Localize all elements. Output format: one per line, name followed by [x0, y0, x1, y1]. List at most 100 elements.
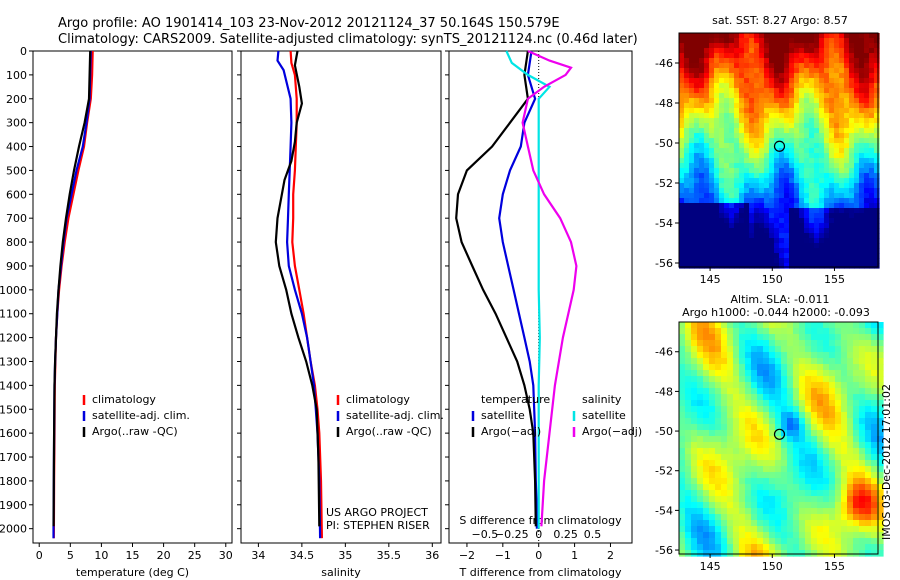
map-cell: [729, 133, 735, 139]
map-cell: [757, 406, 764, 413]
map-cell: [679, 436, 686, 443]
map-cell: [804, 243, 810, 249]
map-cell: [799, 153, 805, 159]
map-cell: [775, 334, 782, 341]
map-cell: [734, 83, 740, 89]
map-cell: [779, 248, 785, 254]
map-cell: [775, 412, 782, 419]
map-cell: [679, 88, 685, 94]
map-cell: [869, 128, 875, 134]
map-cell: [829, 113, 835, 119]
map-cell: [691, 532, 698, 539]
map-cell: [864, 98, 870, 104]
map-cell: [704, 118, 710, 124]
map-cell: [835, 346, 842, 353]
map-cell: [859, 334, 866, 341]
map-cell: [709, 263, 715, 269]
map-cell: [699, 118, 705, 124]
map-cell: [805, 532, 812, 539]
map-cell: [699, 193, 705, 199]
map-cell: [679, 48, 685, 54]
map-cell: [829, 53, 835, 59]
map-cell: [817, 508, 824, 515]
map-cell: [684, 153, 690, 159]
map-cell: [824, 93, 830, 99]
map-cell: [853, 334, 860, 341]
map-cell: [877, 454, 884, 461]
map-cell: [721, 394, 728, 401]
map-cell: [805, 346, 812, 353]
map-cell: [679, 526, 686, 533]
map-cell: [819, 88, 825, 94]
map-cell: [745, 490, 752, 497]
map-cell: [874, 203, 880, 209]
map-cell: [864, 198, 870, 204]
map-cell: [853, 490, 860, 497]
map-cell: [694, 88, 700, 94]
map-cell: [799, 133, 805, 139]
map-cell: [811, 424, 818, 431]
map-cell: [724, 238, 730, 244]
map-cell: [814, 213, 820, 219]
map-cell: [779, 168, 785, 174]
map-cell: [719, 233, 725, 239]
map-cell: [799, 364, 806, 371]
map-cell: [804, 168, 810, 174]
map-cell: [733, 412, 740, 419]
map-cell: [847, 358, 854, 365]
map-cell: [769, 430, 776, 437]
map-cell: [774, 43, 780, 49]
map-cell: [864, 38, 870, 44]
map-cell: [834, 183, 840, 189]
map-cell: [829, 253, 835, 259]
map-cell: [871, 424, 878, 431]
map-cell: [809, 138, 815, 144]
map-cell: [874, 73, 880, 79]
map-cell: [729, 198, 735, 204]
map-cell: [787, 364, 794, 371]
map-cell: [759, 93, 765, 99]
map-cell: [789, 143, 795, 149]
map-cell: [709, 478, 716, 485]
map-cell: [784, 133, 790, 139]
map-cell: [703, 502, 710, 509]
map-lat-tick-label: -56: [655, 544, 673, 557]
map-cell: [799, 198, 805, 204]
map-cell: [689, 248, 695, 254]
map-cell: [865, 370, 872, 377]
map-cell: [847, 412, 854, 419]
map-cell: [709, 382, 716, 389]
map-cell: [754, 88, 760, 94]
map-cell: [724, 173, 730, 179]
map-cell: [694, 53, 700, 59]
map-cell: [719, 53, 725, 59]
map-cell: [739, 103, 745, 109]
series-line-satellite_s: [505, 50, 552, 529]
map-cell: [691, 430, 698, 437]
map-cell: [764, 158, 770, 164]
map-cell: [869, 153, 875, 159]
map-cell: [704, 263, 710, 269]
map-cell: [697, 352, 704, 359]
map-cell: [859, 520, 866, 527]
map-cell: [859, 213, 865, 219]
map-cell: [744, 98, 750, 104]
map-cell: [779, 208, 785, 214]
map-cell: [751, 448, 758, 455]
map-cell: [694, 253, 700, 259]
map-cell: [824, 73, 830, 79]
map-cell: [689, 78, 695, 84]
map-cell: [714, 108, 720, 114]
map-cell: [754, 108, 760, 114]
map-cell: [784, 63, 790, 69]
map-cell: [829, 118, 835, 124]
map-cell: [877, 334, 884, 341]
map-cell: [805, 328, 812, 335]
map-cell: [805, 436, 812, 443]
map-cell: [829, 322, 836, 329]
map-cell: [811, 472, 818, 479]
map-cell: [814, 223, 820, 229]
map-cell: [764, 143, 770, 149]
map-cell: [774, 178, 780, 184]
map-cell: [749, 143, 755, 149]
